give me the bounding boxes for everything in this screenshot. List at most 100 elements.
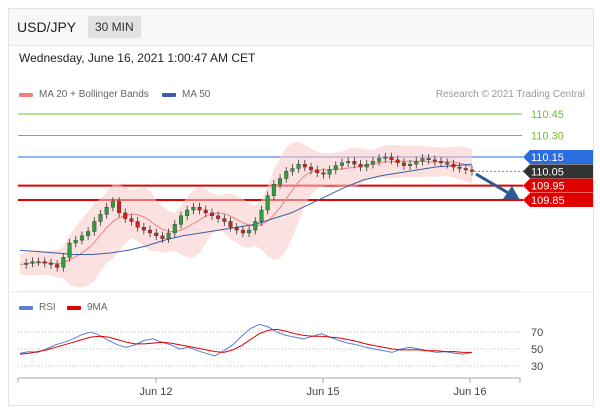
candle-body — [358, 163, 363, 168]
candle-body — [117, 201, 122, 214]
candle-body — [389, 156, 394, 161]
level-label-5: 109.85 — [531, 195, 565, 207]
timestamp-label: Wednesday, June 16, 2021 1:00:47 AM CET — [19, 51, 256, 65]
forecast-arrow-head — [503, 186, 520, 200]
candle-body — [209, 212, 214, 216]
time-label-0: Jun 12 — [139, 386, 172, 398]
copyright-text: Research © 2021 Trading Central — [435, 89, 585, 100]
legend-bollinger-label: MA 20 + Bollinger Bands — [39, 89, 149, 100]
legend-9ma-label: 9MA — [87, 302, 108, 313]
candle-body — [197, 206, 202, 211]
candle-body — [36, 261, 41, 263]
level-tag-4 — [523, 178, 593, 193]
candle-body — [73, 239, 78, 244]
candle-body — [30, 261, 35, 264]
level-tag-2 — [523, 150, 593, 164]
candle-body — [222, 218, 227, 222]
candle-body — [346, 161, 351, 163]
rsi-line — [19, 323, 473, 357]
candle-body — [309, 166, 314, 171]
candle-body — [339, 162, 344, 166]
candle-body — [203, 209, 208, 214]
candle-body — [321, 172, 326, 175]
candle-body — [420, 158, 425, 162]
candle-body — [185, 209, 190, 216]
candle-body — [445, 162, 450, 165]
bollinger-band — [20, 141, 472, 288]
candle-body — [24, 262, 29, 265]
candle-body — [265, 195, 270, 211]
level-label-2: 110.15 — [531, 152, 564, 164]
candle-body — [240, 229, 245, 234]
candle-body — [414, 161, 419, 165]
ma50-line — [19, 163, 473, 255]
candle-body — [216, 215, 221, 219]
candle-body — [253, 221, 258, 231]
candle-body — [228, 221, 233, 228]
candle-body — [86, 231, 91, 237]
candle-body — [395, 159, 400, 163]
candle-body — [457, 166, 462, 169]
candle-body — [154, 232, 159, 237]
bollinger-swatch — [19, 92, 33, 97]
candle-body — [370, 161, 375, 165]
ma9-swatch — [67, 305, 81, 310]
level-label-4: 109.95 — [531, 181, 565, 193]
timeframe-button[interactable]: 30 MIN — [88, 16, 141, 38]
time-label-2: Jun 16 — [453, 386, 486, 398]
candle-body — [67, 242, 72, 258]
candle-body — [42, 261, 47, 264]
candle-body — [160, 235, 165, 239]
rsi-tick-50: 50 — [531, 344, 543, 356]
level-tag-3 — [523, 164, 593, 179]
symbol-label: USD/JPY — [17, 19, 77, 35]
level-label-3: 110.05 — [531, 166, 564, 178]
chart-header: USD/JPY 30 MIN — [9, 9, 593, 46]
candle-body — [470, 169, 475, 172]
candle-body — [191, 206, 196, 211]
rsi-swatch — [19, 305, 33, 310]
legend-ma50: MA 50 — [162, 89, 210, 100]
candle-body — [61, 257, 66, 268]
candle-body — [104, 206, 109, 215]
time-label-1: Jun 15 — [306, 386, 339, 398]
candle-body — [451, 163, 456, 168]
candle-body — [247, 229, 252, 234]
candle-body — [55, 264, 60, 268]
candle-body — [48, 262, 53, 265]
legend-bollinger: MA 20 + Bollinger Bands — [19, 89, 149, 100]
candle-body — [141, 227, 146, 231]
candle-body — [408, 163, 413, 166]
candle-body — [135, 221, 140, 228]
candle-body — [290, 168, 295, 172]
candle-body — [426, 158, 431, 161]
candle-body — [79, 235, 84, 241]
candle-body — [172, 224, 177, 234]
legend-ma50-label: MA 50 — [182, 89, 211, 100]
candle-body — [259, 209, 264, 222]
ma50-swatch — [162, 92, 176, 97]
candle-body — [327, 169, 332, 175]
candle-body — [110, 201, 115, 208]
rsi-tick-70: 70 — [531, 327, 543, 339]
candle-body — [123, 212, 128, 219]
candle-body — [178, 215, 183, 225]
level-label-1: 110.30 — [531, 131, 564, 143]
rsi-9ma-line — [19, 328, 472, 355]
candle-body — [383, 156, 388, 159]
candle-body — [377, 158, 382, 162]
legend-9ma: 9MA — [67, 302, 108, 313]
candle-body — [315, 169, 320, 173]
candle-body — [333, 165, 338, 171]
candle-body — [302, 163, 307, 168]
forecast-arrow-shaft — [475, 172, 511, 196]
candle-body — [401, 162, 406, 166]
candle-body — [352, 161, 357, 165]
candle-body — [463, 168, 468, 171]
rsi-tick-30: 30 — [531, 361, 543, 373]
candle-body — [148, 229, 153, 234]
candle-body — [439, 161, 444, 163]
candle-body — [296, 163, 301, 169]
legend-rsi: RSI — [19, 302, 56, 313]
